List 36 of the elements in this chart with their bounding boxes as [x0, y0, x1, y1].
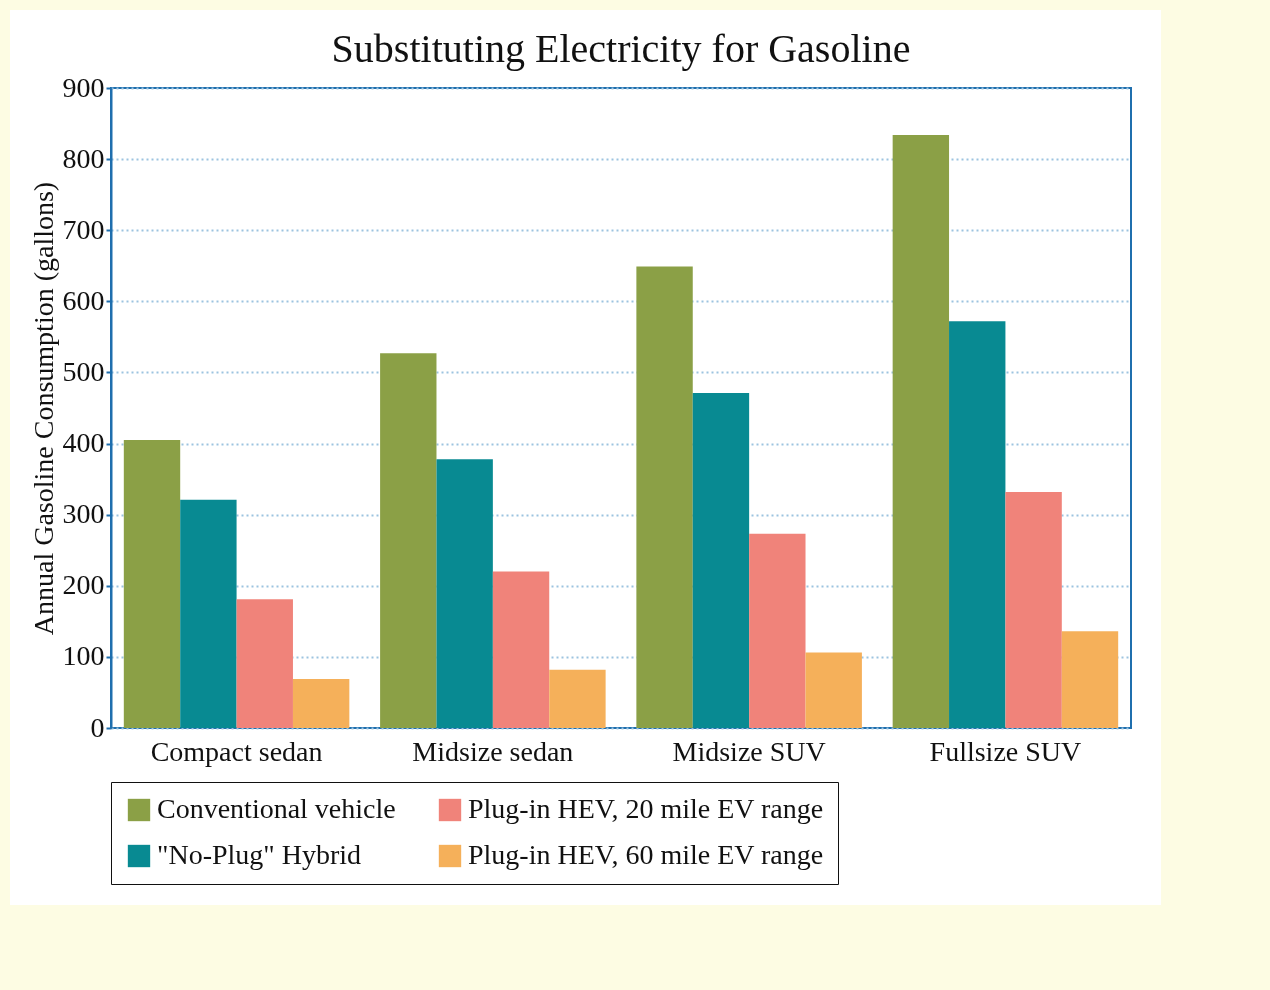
y-tick-label: 200: [62, 569, 105, 601]
bar: [380, 353, 437, 728]
bar: [749, 533, 806, 728]
y-tick-label: 500: [62, 355, 105, 387]
y-tick-label: 300: [62, 498, 105, 530]
bar: [180, 499, 237, 728]
bar: [1061, 631, 1119, 728]
y-tick-label: 0: [90, 711, 105, 743]
y-tick-label: 900: [62, 71, 105, 103]
y-tick-label: 100: [62, 640, 105, 672]
chart-title: Substituting Electricity for Gasoline: [331, 26, 911, 71]
bar: [492, 571, 550, 728]
bar: [236, 599, 293, 728]
y-tick-label: 800: [62, 142, 105, 174]
x-tick-label: Midsize SUV: [672, 735, 826, 767]
x-tick-label: Compact sedan: [150, 735, 323, 767]
bar: [949, 321, 1006, 728]
y-tick-label: 600: [62, 284, 105, 316]
legend-label: Conventional vehicle: [157, 793, 396, 824]
legend-label: "No-Plug" Hybrid: [157, 839, 362, 870]
x-tick-label: Fullsize SUV: [929, 735, 1082, 767]
bar: [692, 393, 750, 728]
bar: [436, 459, 493, 728]
bar: [123, 440, 181, 728]
bar: [292, 678, 350, 728]
y-axis-title: Annual Gasoline Consumption (gallons): [27, 181, 59, 636]
y-tick-label: 400: [62, 427, 105, 459]
y-tick-label: 700: [62, 213, 105, 245]
legend-label: Plug-in HEV, 20 mile EV range: [468, 793, 824, 824]
bar: [1005, 491, 1062, 728]
bar: [892, 134, 950, 728]
bar: [549, 669, 606, 728]
bar: [636, 266, 693, 728]
legend-label: Plug-in HEV, 60 mile EV range: [468, 839, 824, 870]
x-tick-label: Midsize sedan: [412, 735, 574, 767]
bar: [805, 652, 862, 728]
